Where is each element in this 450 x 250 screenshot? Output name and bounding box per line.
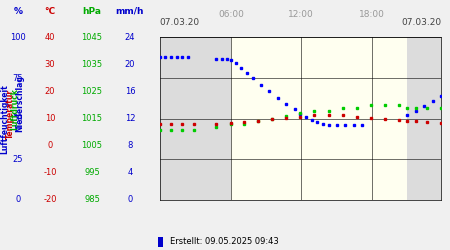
Text: Erstellt: 09.05.2025 09:43: Erstellt: 09.05.2025 09:43 — [170, 238, 279, 246]
Text: °C: °C — [45, 7, 55, 16]
Text: 1005: 1005 — [81, 141, 103, 150]
Text: 0: 0 — [127, 196, 133, 204]
Text: -20: -20 — [43, 196, 57, 204]
Text: hPa: hPa — [82, 7, 102, 16]
Text: 0: 0 — [47, 141, 53, 150]
Text: 20: 20 — [45, 87, 55, 96]
Text: 12:00: 12:00 — [288, 10, 314, 19]
Text: 1045: 1045 — [81, 33, 103, 42]
Text: 995: 995 — [84, 168, 100, 177]
Text: 12: 12 — [125, 114, 135, 123]
Text: 16: 16 — [125, 87, 135, 96]
Text: -10: -10 — [43, 168, 57, 177]
Text: Niederschlag: Niederschlag — [15, 75, 24, 132]
Text: 30: 30 — [45, 60, 55, 69]
Text: 25: 25 — [13, 155, 23, 164]
Text: Luftfeuchtigkeit: Luftfeuchtigkeit — [0, 84, 9, 154]
Text: 985: 985 — [84, 196, 100, 204]
Bar — [231, 38, 407, 200]
Text: 75: 75 — [13, 74, 23, 82]
Bar — [158, 237, 163, 247]
Text: mm/h: mm/h — [116, 7, 144, 16]
Text: 07.03.20: 07.03.20 — [401, 18, 441, 27]
Text: 40: 40 — [45, 33, 55, 42]
Text: 18:00: 18:00 — [359, 10, 384, 19]
Text: 8: 8 — [127, 141, 133, 150]
Text: 100: 100 — [10, 33, 26, 42]
Text: 06:00: 06:00 — [218, 10, 244, 19]
Text: 20: 20 — [125, 60, 135, 69]
Text: 0: 0 — [15, 196, 21, 204]
Text: 07.03.20: 07.03.20 — [160, 18, 200, 27]
Text: 1025: 1025 — [81, 87, 103, 96]
Text: 4: 4 — [127, 168, 133, 177]
Text: 50: 50 — [13, 114, 23, 123]
Text: 10: 10 — [45, 114, 55, 123]
Text: Temperatur: Temperatur — [5, 89, 14, 139]
Text: Luftdruck: Luftdruck — [10, 88, 19, 130]
Text: 1035: 1035 — [81, 60, 103, 69]
Text: 1015: 1015 — [81, 114, 103, 123]
Text: %: % — [14, 7, 22, 16]
Text: 24: 24 — [125, 33, 135, 42]
